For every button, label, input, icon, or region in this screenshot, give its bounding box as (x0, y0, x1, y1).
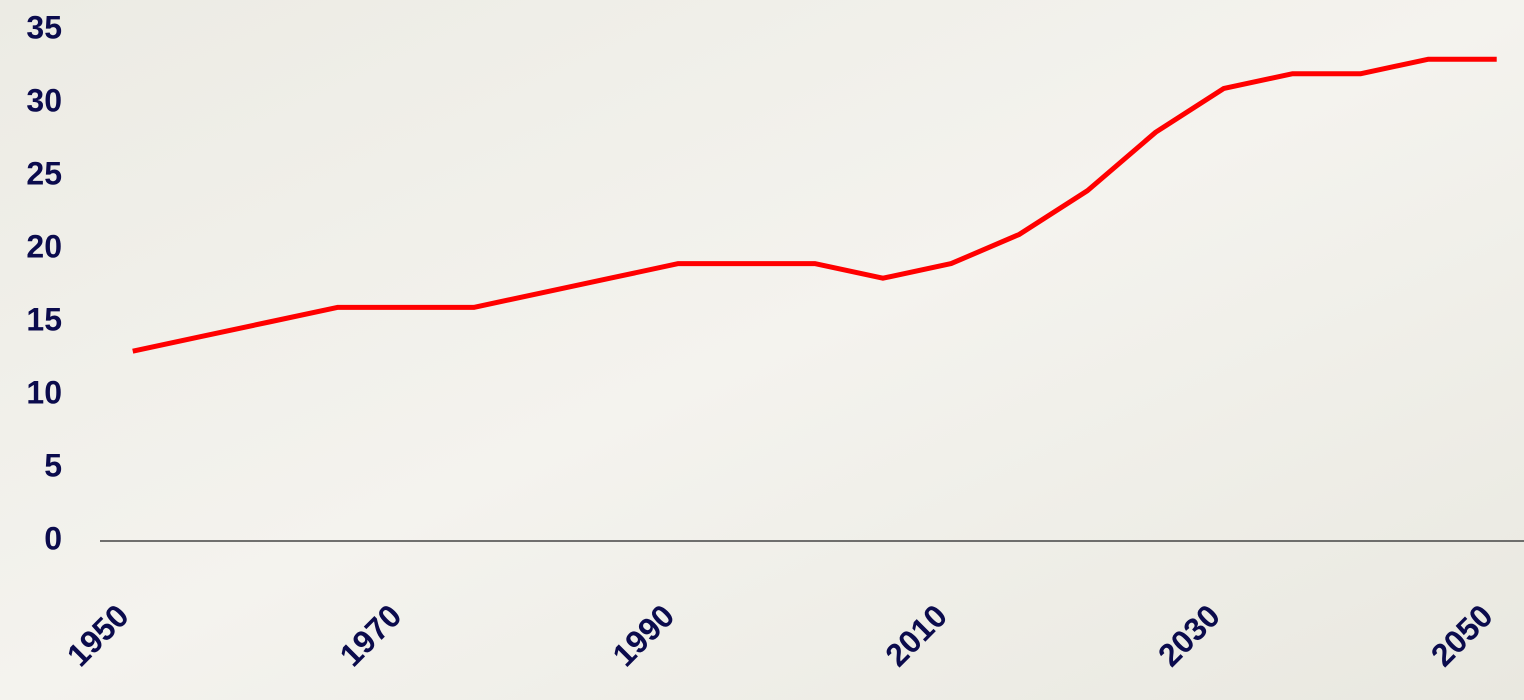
y-tick-label: 0 (44, 520, 62, 556)
y-tick-label: 25 (26, 155, 62, 191)
y-tick-label: 30 (26, 82, 62, 118)
y-tick-label: 5 (44, 447, 62, 483)
y-tick-label: 15 (26, 301, 62, 337)
data-line (132, 56, 1497, 354)
y-tick-label: 35 (26, 9, 62, 45)
y-tick-label: 20 (26, 228, 62, 264)
y-tick-label: 10 (26, 374, 62, 410)
